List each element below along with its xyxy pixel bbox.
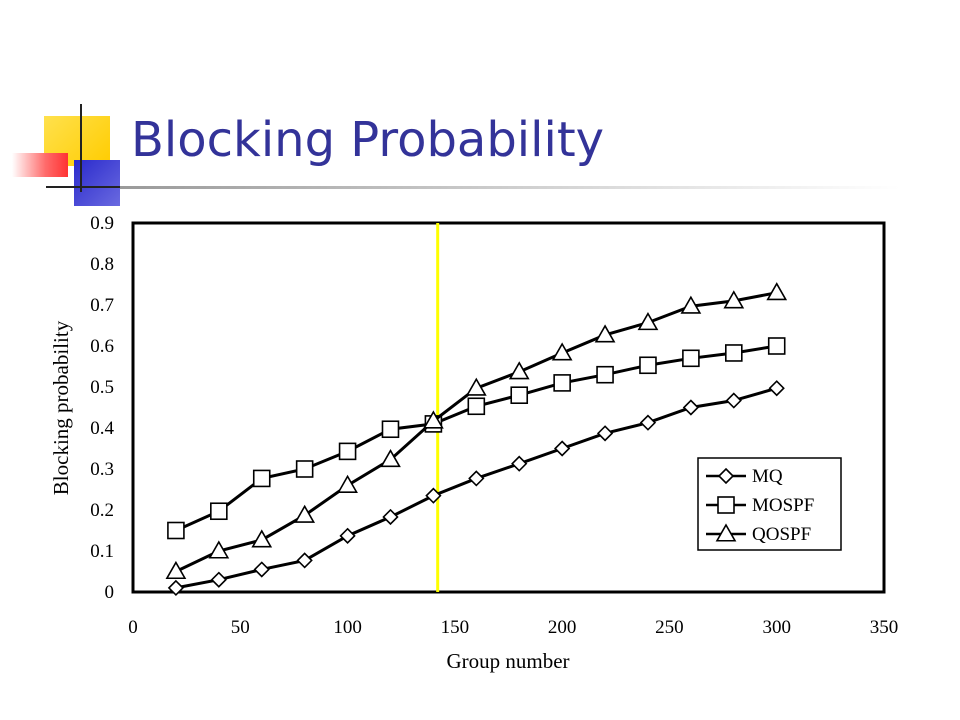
data-point bbox=[210, 571, 227, 588]
data-point bbox=[380, 448, 401, 468]
x-tick-label: 300 bbox=[762, 617, 791, 638]
legend-label: MQ bbox=[752, 466, 783, 487]
data-point bbox=[723, 290, 745, 309]
data-point bbox=[767, 337, 786, 355]
data-point bbox=[252, 469, 271, 488]
data-point bbox=[511, 455, 528, 472]
legend-marker bbox=[717, 496, 735, 514]
series-layer bbox=[165, 282, 788, 597]
y-tick-label: 0.8 bbox=[90, 254, 114, 275]
data-point bbox=[768, 380, 785, 397]
data-point bbox=[425, 487, 442, 504]
series-qospf bbox=[165, 282, 788, 580]
data-point bbox=[637, 312, 659, 331]
data-point bbox=[295, 460, 314, 478]
data-point bbox=[554, 440, 571, 457]
data-point bbox=[382, 508, 399, 526]
data-point bbox=[639, 356, 657, 375]
x-tick-label: 350 bbox=[870, 617, 899, 638]
data-point bbox=[251, 529, 273, 548]
deco-vertical-line bbox=[80, 104, 82, 192]
data-point bbox=[167, 521, 185, 540]
slide-title: Blocking Probability bbox=[131, 112, 605, 168]
data-point bbox=[508, 361, 530, 380]
data-point bbox=[165, 560, 187, 580]
x-tick-label: 50 bbox=[231, 617, 250, 638]
data-point bbox=[423, 410, 444, 429]
data-point bbox=[339, 527, 356, 544]
data-point bbox=[596, 365, 614, 384]
data-point bbox=[594, 324, 616, 343]
data-point bbox=[296, 552, 313, 569]
series-mospf bbox=[167, 337, 786, 540]
data-point bbox=[682, 349, 700, 368]
data-point bbox=[551, 342, 573, 361]
data-point bbox=[294, 504, 316, 523]
y-tick-label: 0.1 bbox=[90, 541, 114, 562]
y-tick-label: 0.4 bbox=[90, 418, 114, 439]
data-point bbox=[465, 377, 487, 396]
data-point bbox=[596, 425, 614, 442]
data-point bbox=[337, 474, 358, 493]
y-tick-label: 0.2 bbox=[90, 500, 114, 521]
legend-label: MOSPF bbox=[752, 495, 814, 516]
y-tick-label: 0.3 bbox=[90, 459, 114, 480]
x-tick-label: 100 bbox=[333, 617, 362, 638]
deco-horizontal-line bbox=[46, 186, 126, 188]
y-tick-label: 0.7 bbox=[90, 295, 114, 316]
data-point bbox=[381, 420, 400, 439]
x-tick-label: 250 bbox=[655, 617, 684, 638]
legend: MQ MOSPF QOSPF bbox=[697, 457, 842, 551]
data-point bbox=[682, 399, 700, 416]
deco-red-bar bbox=[12, 153, 68, 177]
y-tick-label: 0 bbox=[105, 582, 115, 603]
x-tick-label: 0 bbox=[128, 617, 138, 638]
x-axis-ticks: 0 50 100 150 200 250 300 350 bbox=[128, 617, 898, 638]
data-point bbox=[208, 540, 230, 559]
legend-marker bbox=[717, 467, 735, 485]
data-point bbox=[338, 442, 357, 461]
data-point bbox=[253, 561, 270, 578]
data-point bbox=[167, 579, 185, 597]
title-underline bbox=[120, 186, 900, 189]
data-point bbox=[639, 414, 657, 431]
data-point bbox=[467, 397, 486, 416]
y-tick-label: 0.5 bbox=[90, 377, 114, 398]
legend-marker bbox=[715, 523, 737, 542]
data-point bbox=[210, 502, 228, 521]
x-axis-title: Group number bbox=[446, 649, 569, 673]
data-point bbox=[468, 470, 485, 487]
legend-label: QOSPF bbox=[752, 524, 811, 545]
x-tick-label: 150 bbox=[441, 617, 470, 638]
data-point bbox=[766, 282, 788, 301]
x-tick-label: 200 bbox=[548, 617, 577, 638]
data-point bbox=[510, 386, 529, 405]
data-point bbox=[680, 295, 702, 314]
y-axis-ticks: 0 0.1 0.2 0.3 0.4 0.5 0.6 0.7 0.8 0.9 bbox=[90, 213, 114, 603]
data-point bbox=[725, 392, 742, 409]
y-axis-title: Blocking probability bbox=[49, 320, 73, 495]
series-mq bbox=[167, 380, 785, 597]
data-point bbox=[724, 344, 743, 362]
y-tick-label: 0.6 bbox=[90, 336, 114, 357]
y-tick-label: 0.9 bbox=[90, 213, 114, 234]
data-point bbox=[553, 374, 571, 392]
